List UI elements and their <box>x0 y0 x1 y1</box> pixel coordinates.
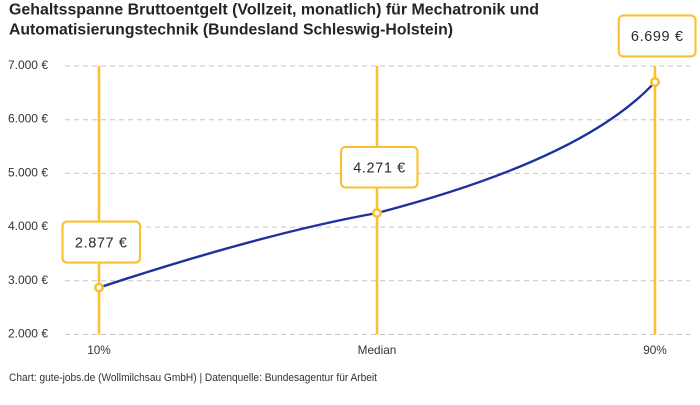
svg-text:6.000 €: 6.000 € <box>8 112 48 126</box>
svg-text:3.000 €: 3.000 € <box>8 273 48 287</box>
svg-text:5.000 €: 5.000 € <box>8 165 48 179</box>
svg-text:7.000 €: 7.000 € <box>8 58 48 72</box>
svg-text:2.877 €: 2.877 € <box>75 235 128 251</box>
svg-text:4.271 €: 4.271 € <box>353 161 406 177</box>
svg-text:2.000 €: 2.000 € <box>8 327 48 341</box>
svg-text:Median: Median <box>358 343 397 357</box>
svg-text:90%: 90% <box>643 343 667 357</box>
svg-text:10%: 10% <box>87 343 111 357</box>
svg-text:Automatisierungstechnik (Bunde: Automatisierungstechnik (Bundesland Schl… <box>9 22 453 39</box>
svg-text:Gehaltsspanne Bruttoentgelt (V: Gehaltsspanne Bruttoentgelt (Vollzeit, m… <box>9 1 539 18</box>
svg-text:Chart: gute-jobs.de (Wollmilch: Chart: gute-jobs.de (Wollmilchsau GmbH) … <box>9 372 377 384</box>
svg-text:6.699 €: 6.699 € <box>631 29 684 45</box>
svg-text:4.000 €: 4.000 € <box>8 219 48 233</box>
